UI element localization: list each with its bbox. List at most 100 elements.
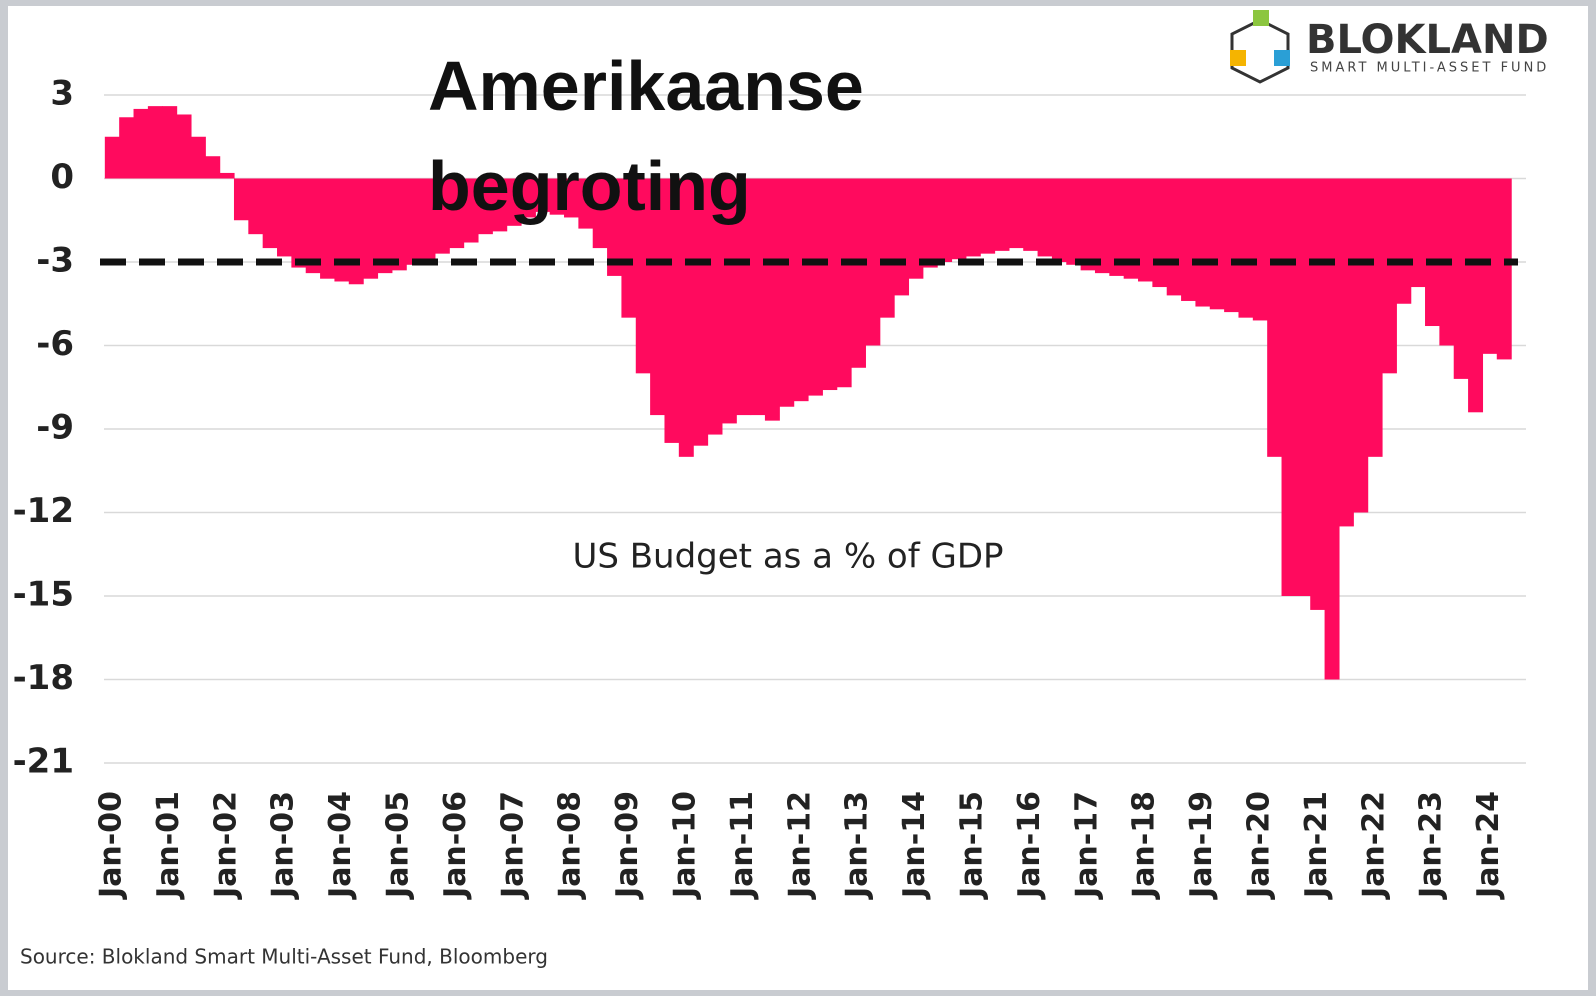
x-tick-label: Jan-16 bbox=[1012, 791, 1047, 900]
bar bbox=[1252, 178, 1268, 321]
bar bbox=[564, 178, 579, 218]
bar bbox=[377, 178, 393, 274]
bar bbox=[1123, 178, 1139, 279]
bar bbox=[908, 178, 924, 279]
bar bbox=[391, 178, 407, 271]
bar bbox=[1224, 178, 1240, 313]
bar bbox=[1496, 178, 1512, 360]
bar bbox=[922, 178, 938, 268]
bar bbox=[305, 178, 321, 274]
bar bbox=[219, 172, 235, 179]
logo: BLOKLAND SMART MULTI-ASSET FUND bbox=[1230, 10, 1549, 84]
bar bbox=[678, 178, 694, 457]
y-tick-label: -21 bbox=[13, 742, 74, 782]
logo-tagline: SMART MULTI-ASSET FUND bbox=[1310, 61, 1549, 76]
bar bbox=[549, 178, 565, 215]
bar bbox=[1037, 178, 1053, 257]
bar bbox=[334, 178, 350, 282]
x-tick-label: Jan-10 bbox=[668, 791, 703, 900]
bar bbox=[1410, 178, 1426, 288]
x-tick-label: Jan-11 bbox=[725, 791, 760, 900]
bar bbox=[1482, 178, 1498, 354]
bar bbox=[233, 178, 249, 221]
x-tick-label: Jan-12 bbox=[782, 791, 817, 900]
chart-title: Amerikaanse begroting bbox=[428, 47, 864, 225]
source: Source: Blokland Smart Multi-Asset Fund,… bbox=[20, 945, 548, 969]
bar bbox=[363, 178, 379, 279]
bar bbox=[176, 114, 192, 179]
bar bbox=[937, 178, 953, 262]
bar bbox=[578, 178, 594, 229]
bar bbox=[1468, 178, 1484, 413]
x-tick-label: Jan-19 bbox=[1184, 791, 1219, 900]
bar bbox=[607, 178, 623, 276]
bar bbox=[434, 178, 450, 254]
x-tick-label: Jan-09 bbox=[610, 791, 645, 900]
x-tick-label: Jan-04 bbox=[323, 791, 358, 900]
bar bbox=[190, 136, 206, 179]
x-tick-label: Jan-02 bbox=[208, 791, 243, 900]
bar bbox=[994, 178, 1010, 251]
bar bbox=[248, 178, 264, 235]
bar bbox=[1238, 178, 1254, 318]
logo-cube bbox=[1274, 50, 1290, 66]
bar bbox=[262, 178, 278, 249]
bar bbox=[1023, 178, 1039, 251]
title-box: Amerikaanse begroting bbox=[428, 47, 864, 225]
x-tick-label: Jan-05 bbox=[381, 791, 416, 900]
x-tick-label: Jan-03 bbox=[266, 791, 301, 900]
bar bbox=[1295, 178, 1311, 596]
bar bbox=[477, 178, 493, 235]
y-tick-label: -12 bbox=[13, 491, 74, 531]
bar bbox=[506, 178, 522, 226]
bar bbox=[320, 178, 336, 279]
bar bbox=[492, 178, 508, 232]
bar bbox=[736, 178, 752, 416]
logo-icon bbox=[1230, 18, 1290, 84]
x-tick-label: Jan-14 bbox=[897, 791, 932, 900]
bar bbox=[693, 178, 709, 446]
x-tick-label: Jan-21 bbox=[1299, 791, 1334, 900]
bar bbox=[1051, 178, 1067, 262]
bar bbox=[1008, 178, 1024, 249]
bar bbox=[420, 178, 436, 260]
bar bbox=[1066, 178, 1082, 265]
y-tick-label: -18 bbox=[13, 658, 74, 698]
bar bbox=[1267, 178, 1283, 457]
y-tick-label: -6 bbox=[36, 324, 74, 364]
bar bbox=[1353, 178, 1369, 513]
bar bbox=[449, 178, 465, 249]
annotation: US Budget as a % of GDP bbox=[572, 537, 1003, 577]
frame: BLOKLAND SMART MULTI-ASSET FUND 3 0 -3 -6 -9… bbox=[8, 6, 1588, 990]
x-tick-label: Jan-15 bbox=[955, 791, 990, 900]
bar bbox=[621, 178, 637, 318]
bar bbox=[291, 178, 307, 268]
x-tick-label: Jan-17 bbox=[1069, 791, 1104, 900]
bar bbox=[1324, 178, 1340, 680]
bar bbox=[463, 178, 479, 243]
bar bbox=[133, 108, 149, 179]
bar bbox=[1138, 178, 1153, 282]
y-tick-label: -15 bbox=[13, 575, 74, 615]
x-tick-label: Jan-24 bbox=[1471, 791, 1506, 900]
logo-cube bbox=[1230, 50, 1246, 66]
x-tick-label: Jan-00 bbox=[94, 791, 129, 900]
bar bbox=[535, 178, 551, 212]
bar bbox=[894, 178, 910, 296]
bar bbox=[951, 178, 967, 260]
bar bbox=[1367, 178, 1383, 457]
bar bbox=[965, 178, 981, 257]
bar bbox=[865, 178, 881, 346]
bar bbox=[879, 178, 895, 318]
bar bbox=[205, 156, 221, 179]
bar bbox=[707, 178, 723, 435]
bar bbox=[750, 178, 766, 416]
bar bbox=[836, 178, 852, 388]
bar bbox=[1209, 178, 1225, 310]
bar bbox=[147, 106, 163, 179]
bar bbox=[1181, 178, 1197, 301]
x-tick-label: Jan-07 bbox=[495, 791, 530, 900]
x-tick-label: Jan-23 bbox=[1414, 791, 1449, 900]
bar bbox=[650, 178, 666, 416]
x-tick-label: Jan-18 bbox=[1127, 791, 1162, 900]
